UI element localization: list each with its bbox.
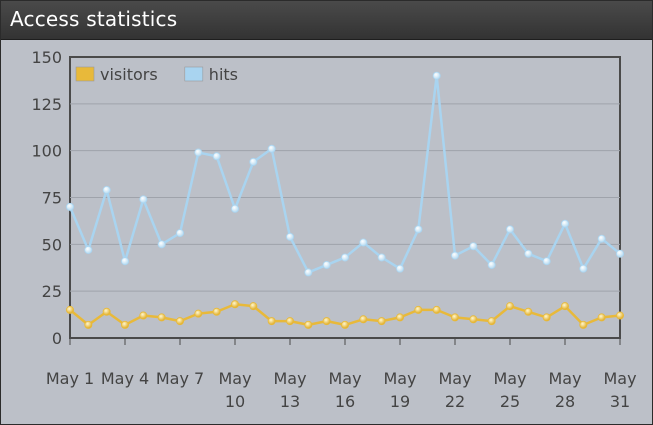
point-hits — [377, 253, 386, 262]
point-hits — [542, 257, 551, 266]
point-hits — [304, 268, 313, 277]
point-hits — [524, 249, 533, 258]
point-visitors — [102, 307, 111, 316]
point-visitors — [395, 313, 404, 322]
point-hits — [450, 251, 459, 260]
point-visitors — [212, 307, 221, 316]
point-visitors — [561, 302, 570, 311]
x-tick-label: 16 — [335, 392, 355, 411]
x-tick-label: May 7 — [156, 369, 204, 388]
point-hits — [561, 219, 570, 228]
y-tick-label: 0 — [52, 329, 62, 348]
point-hits — [121, 257, 130, 266]
y-tick-label: 50 — [42, 235, 62, 254]
point-visitors — [285, 317, 294, 326]
point-visitors — [230, 300, 239, 309]
point-visitors — [304, 320, 313, 329]
point-hits — [212, 152, 221, 161]
y-tick-label: 125 — [31, 95, 62, 114]
point-hits — [487, 260, 496, 269]
point-visitors — [469, 315, 478, 324]
point-hits — [597, 234, 606, 243]
x-tick-label: May — [603, 369, 636, 388]
x-tick-label: May — [438, 369, 471, 388]
point-hits — [230, 204, 239, 213]
line-chart: 0 25 50 75 100 125 150 May 1 May 4 May 7 May 10 May 1… — [31, 48, 636, 411]
point-hits — [340, 253, 349, 262]
point-hits — [579, 264, 588, 273]
x-tick-label: May 1 — [46, 369, 94, 388]
point-visitors — [175, 317, 184, 326]
point-visitors — [579, 320, 588, 329]
panel-titlebar: Access statistics — [1, 1, 652, 40]
point-visitors — [616, 311, 625, 320]
panel-title: Access statistics — [10, 7, 178, 31]
point-hits — [175, 229, 184, 238]
point-visitors — [524, 307, 533, 316]
point-hits — [84, 245, 93, 254]
point-visitors — [267, 317, 276, 326]
point-hits — [616, 249, 625, 258]
y-tick-label: 150 — [31, 48, 62, 67]
x-tick-label: May — [273, 369, 306, 388]
point-visitors — [66, 305, 75, 314]
x-tick-label: 19 — [390, 392, 410, 411]
series-line-hits — [68, 74, 621, 274]
point-visitors — [84, 320, 93, 329]
x-tick-label: 10 — [225, 392, 245, 411]
x-tick-label: May — [328, 369, 361, 388]
point-hits — [395, 264, 404, 273]
y-tick-label: 25 — [42, 282, 62, 301]
point-hits — [414, 225, 423, 234]
x-tick-label: May 4 — [101, 369, 149, 388]
point-visitors — [542, 313, 551, 322]
legend-label-hits: hits — [209, 65, 238, 84]
point-hits — [469, 242, 478, 251]
point-visitors — [487, 317, 496, 326]
point-visitors — [505, 302, 514, 311]
point-visitors — [157, 313, 166, 322]
x-tick-label: 31 — [610, 392, 630, 411]
point-visitors — [340, 320, 349, 329]
y-tick-label: 75 — [42, 189, 62, 208]
point-visitors — [432, 305, 441, 314]
point-hits — [432, 71, 441, 80]
x-tick-label: May — [548, 369, 581, 388]
point-visitors — [322, 317, 331, 326]
legend-label-visitors: visitors — [100, 65, 158, 84]
legend-swatch-hits — [184, 66, 204, 82]
point-hits — [102, 186, 111, 195]
point-hits — [359, 238, 368, 247]
point-visitors — [139, 311, 148, 320]
point-visitors — [359, 315, 368, 324]
point-visitors — [414, 305, 423, 314]
point-visitors — [121, 320, 130, 329]
y-tick-label: 100 — [31, 142, 62, 161]
point-visitors — [377, 317, 386, 326]
x-tick-label: 25 — [500, 392, 520, 411]
point-hits — [285, 232, 294, 241]
point-hits — [194, 148, 203, 157]
point-hits — [322, 260, 331, 269]
x-tick-label: 22 — [445, 392, 465, 411]
point-visitors — [249, 302, 258, 311]
point-hits — [157, 240, 166, 249]
x-tick-label: May — [493, 369, 526, 388]
point-hits — [505, 225, 514, 234]
point-visitors — [194, 309, 203, 318]
point-hits — [267, 144, 276, 153]
x-tick-label: May — [383, 369, 416, 388]
x-tick-label: 13 — [280, 392, 300, 411]
legend-swatch-visitors — [75, 66, 95, 82]
x-tick-label: May — [218, 369, 251, 388]
point-visitors — [450, 313, 459, 322]
point-hits — [66, 202, 75, 211]
x-tick-label: 28 — [555, 392, 575, 411]
point-hits — [139, 195, 148, 204]
point-visitors — [597, 313, 606, 322]
point-hits — [249, 157, 258, 166]
